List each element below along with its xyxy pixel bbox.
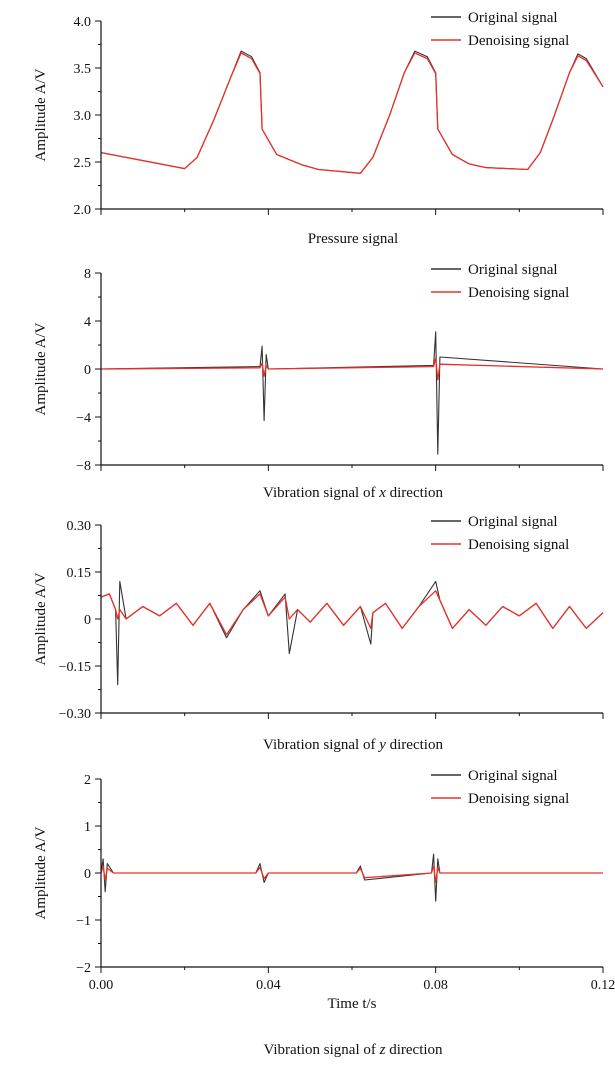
denoising-signal-line-1 bbox=[100, 52, 604, 174]
y-tick-label-2-3: 4 bbox=[84, 315, 91, 330]
caption-2-part-1: x bbox=[378, 485, 386, 501]
denoising-signal-line-2 bbox=[100, 357, 604, 381]
denoising-signal-line-3 bbox=[100, 590, 604, 636]
chart-panel-2: −8 −4 0 4 8 Amplitude A/V Original signal Denoi… bbox=[33, 257, 604, 501]
y-tick-label-4-2: 0 bbox=[84, 867, 91, 882]
y-tick-label-2-2: 0 bbox=[84, 363, 91, 378]
legend-original-label-4: Original signal bbox=[468, 768, 558, 784]
legend-1: Original signal Denoising signal bbox=[424, 5, 598, 51]
original-signal-line-1 bbox=[100, 50, 604, 174]
legend-box-3 bbox=[424, 509, 598, 555]
legend-box-4 bbox=[424, 763, 598, 809]
legend-denoised-label-2: Denoising signal bbox=[468, 285, 569, 301]
y-tick-label-1-2: 3.0 bbox=[74, 109, 92, 124]
caption-3-part-1: y bbox=[377, 737, 386, 753]
y-axis-label-3: Amplitude A/V bbox=[33, 572, 49, 665]
y-tick-label-3-0: −0.30 bbox=[59, 707, 91, 722]
caption-1: Pressure signal bbox=[308, 231, 398, 247]
legend-2: Original signal Denoising signal bbox=[424, 257, 598, 303]
y-axis-label-2: Amplitude A/V bbox=[33, 322, 49, 415]
original-signal-line-4 bbox=[100, 853, 603, 902]
y-tick-label-3-1: −0.15 bbox=[59, 660, 91, 675]
y-tick-label-1-4: 4.0 bbox=[74, 15, 92, 30]
caption-4-part-0: Vibration signal of bbox=[263, 1042, 379, 1058]
original-signal-line-3 bbox=[100, 580, 604, 686]
legend-denoised-label-3: Denoising signal bbox=[468, 537, 569, 553]
caption-3: Vibration signal of y direction bbox=[263, 737, 443, 753]
y-tick-label-2-0: −8 bbox=[76, 459, 91, 474]
x-tick-label-3: 0.12 bbox=[591, 978, 615, 993]
caption-4-part-2: direction bbox=[385, 1042, 443, 1058]
y-tick-label-4-0: −2 bbox=[76, 961, 91, 976]
y-axis-label-1: Amplitude A/V bbox=[33, 68, 49, 161]
legend-box-1 bbox=[424, 5, 598, 51]
caption-3-part-2: direction bbox=[386, 737, 444, 753]
y-tick-label-1-1: 2.5 bbox=[74, 156, 92, 171]
x-tick-label-0: 0.00 bbox=[89, 978, 114, 993]
y-tick-label-3-3: 0.15 bbox=[67, 566, 92, 581]
y-tick-label-3-4: 0.30 bbox=[67, 519, 92, 534]
y-tick-label-1-0: 2.0 bbox=[74, 203, 92, 218]
y-tick-label-2-4: 8 bbox=[84, 267, 91, 282]
legend-original-label-1: Original signal bbox=[468, 10, 558, 26]
legend-original-label-3: Original signal bbox=[468, 514, 558, 530]
y-axis-label-4: Amplitude A/V bbox=[33, 826, 49, 919]
legend-denoised-label-4: Denoising signal bbox=[468, 791, 569, 807]
caption-2-part-0: Vibration signal of bbox=[263, 485, 379, 501]
denoising-signal-line-4 bbox=[100, 865, 603, 884]
y-tick-label-4-1: −1 bbox=[76, 914, 91, 929]
chart-panel-3: −0.30 −0.15 0 0.15 0.30 Amplitude A/V Original… bbox=[33, 509, 604, 753]
y-tick-label-2-1: −4 bbox=[76, 411, 91, 426]
caption-2-part-2: direction bbox=[386, 485, 444, 501]
chart-panel-4: −2 −1 0 1 2 Amplitude A/V Original signal Denoi… bbox=[33, 763, 615, 1058]
y-tick-label-4-4: 2 bbox=[84, 773, 91, 788]
x-tick-label-2: 0.08 bbox=[423, 978, 448, 993]
caption-2: Vibration signal of x direction bbox=[263, 485, 443, 501]
caption-3-part-0: Vibration signal of bbox=[263, 737, 379, 753]
legend-box-2 bbox=[424, 257, 598, 303]
y-tick-label-1-3: 3.5 bbox=[74, 62, 92, 77]
legend-original-label-2: Original signal bbox=[468, 262, 558, 278]
legend-denoised-label-1: Denoising signal bbox=[468, 33, 569, 49]
legend-4: Original signal Denoising signal bbox=[424, 763, 598, 809]
chart-panel-1: 2.0 2.5 3.0 3.5 4.0 Amplitude A/V Original sig… bbox=[33, 5, 604, 247]
y-tick-label-4-3: 1 bbox=[84, 820, 91, 835]
caption-4: Vibration signal of z direction bbox=[263, 1042, 443, 1058]
y-tick-label-3-2: 0 bbox=[84, 613, 91, 628]
caption-4-part-1: z bbox=[379, 1042, 386, 1058]
original-signal-line-2 bbox=[100, 331, 604, 455]
x-tick-label-1: 0.04 bbox=[256, 978, 281, 993]
x-axis-label: Time t/s bbox=[327, 996, 376, 1012]
legend-3: Original signal Denoising signal bbox=[424, 509, 598, 555]
